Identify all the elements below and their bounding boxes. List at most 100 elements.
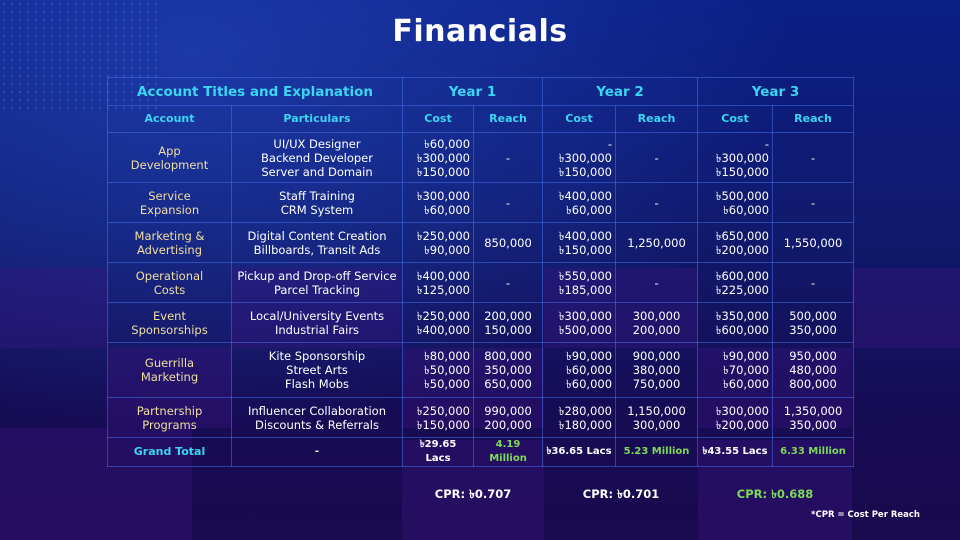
y1-cost-cell: ৳400,000 ৳125,000: [402, 262, 475, 303]
y3-cost-cell: ৳500,000 ৳60,000: [697, 182, 774, 223]
cell-line-text: ৳250,000: [416, 308, 471, 323]
cell-line-text: 990,000: [484, 403, 532, 418]
cell-line-text: ৳150,000: [416, 164, 471, 179]
cpr-year-1: CPR: ৳0.707: [434, 487, 512, 501]
y3-reach-cell: -: [772, 182, 855, 223]
cell-line-text: Event: [153, 308, 186, 323]
cell-line-text: ৳50,000: [424, 377, 471, 391]
cell-line-text: ৳280,000: [558, 403, 613, 418]
cell-line-text: ৳185,000: [558, 282, 613, 297]
grand-total-row: Grand Total - ৳29.65 Lacs 4.19 Million ৳…: [107, 437, 855, 467]
cell-line-text: Kite Sponsorship: [268, 349, 366, 363]
cell-line-text: -: [810, 195, 816, 210]
header-year-1: Year 1: [402, 77, 544, 106]
y3-reach-cell: 1,350,000 350,000: [772, 397, 855, 438]
cell-line-text: ৳60,000: [566, 377, 613, 391]
cell-line-text: 800,000: [484, 349, 532, 363]
particulars-cell: Local/University Events Industrial Fairs: [230, 302, 404, 343]
grand-total-y2-cost: ৳36.65 Lacs: [542, 437, 617, 467]
y1-reach-cell: -: [473, 182, 544, 223]
y2-cost-cell: ৳90,000 ৳60,000 ৳60,000: [542, 342, 617, 398]
cell-line-text: Influencer Collaboration: [248, 403, 386, 418]
cell-line-text: ৳80,000: [424, 349, 471, 363]
y1-cost-cell: ৳250,000 ৳150,000: [402, 397, 475, 438]
cell-line-text: 200,000: [484, 308, 532, 323]
cell-line-text: ৳650,000: [715, 228, 770, 243]
y2-cost-cell: ৳280,000 ৳180,000: [542, 397, 617, 438]
cell-line-text: ৳90,000: [566, 349, 613, 363]
cell-line-text: ৳200,000: [715, 242, 770, 257]
col-account-header: Account: [107, 105, 232, 133]
y3-cost-cell: ৳600,000 ৳225,000: [697, 262, 774, 303]
particulars-cell: Kite Sponsorship Street Arts Flash Mobs: [230, 342, 404, 398]
cell-line-text: ৳60,000: [424, 202, 471, 217]
grand-total-label: Grand Total: [107, 437, 232, 467]
cell-line-text: Guerrilla: [144, 356, 195, 370]
grand-total-y3-cost: ৳43.55 Lacs: [697, 437, 774, 467]
cell-line-text: ৳400,000: [558, 228, 613, 243]
cell-line-text: -: [810, 150, 816, 165]
cell-line-text: UI/UX Designer: [273, 136, 361, 151]
y1-cost-cell: ৳250,000 ৳90,000: [402, 222, 475, 263]
cell-line-text: ৳150,000: [558, 242, 613, 257]
cell-line-text: 150,000: [484, 322, 532, 337]
cell-line-text: 800,000: [789, 377, 837, 391]
cell-line-text: Backend Developer: [261, 150, 373, 165]
cell-line-text: 850,000: [484, 235, 532, 250]
cell-line-text: Server and Domain: [261, 164, 373, 179]
cell-line-text: ৳300,000: [416, 150, 471, 165]
y2-reach-cell: 1,250,000: [615, 222, 699, 263]
y3-reach-cell: 500,000 350,000: [772, 302, 855, 343]
particulars-cell: Staff Training CRM System: [230, 182, 404, 223]
account-cell: Partnership Programs: [107, 397, 232, 438]
grand-total-y1-cost: ৳29.65 Lacs: [402, 437, 475, 467]
account-cell: Event Sponsorships: [107, 302, 232, 343]
cell-line-text: -: [810, 275, 816, 290]
cell-line-text: ৳60,000: [723, 202, 770, 217]
table-row: Operational Costs Pickup and Drop-off Serv…: [107, 262, 855, 303]
cell-line-text: -: [607, 136, 613, 151]
col-y3-reach-header: Reach: [772, 105, 855, 133]
cell-line-text: ৳150,000: [715, 164, 770, 179]
page-title: Financials: [392, 14, 568, 49]
cell-line-text: Service: [148, 188, 191, 203]
cell-line-text: Local/University Events: [249, 308, 385, 323]
cell-line-text: Programs: [142, 417, 197, 432]
cell-line-text: 480,000: [789, 363, 837, 377]
cell-line-text: 200,000: [484, 417, 532, 432]
cell-line-text: -: [505, 195, 511, 210]
table-row: Service Expansion Staff Training CRM System…: [107, 182, 855, 223]
table-row: Event Sponsorships Local/University Events…: [107, 302, 855, 343]
cell-line-text: ৳60,000: [566, 363, 613, 377]
cell-line-text: ৳300,000: [715, 403, 770, 418]
cell-line-text: ৳150,000: [416, 417, 471, 432]
cpr-year-2: CPR: ৳0.701: [582, 487, 660, 501]
cell-line-text: -: [654, 275, 659, 290]
cell-line-text: ৳150,000: [558, 164, 613, 179]
cell-line-text: 300,000: [632, 308, 681, 323]
cell-line-text: Costs: [153, 282, 186, 297]
cell-line-text: -: [505, 275, 511, 290]
y2-reach-cell: -: [615, 262, 699, 303]
cell-line-text: ৳60,000: [566, 202, 613, 217]
particulars-cell: UI/UX Designer Backend Developer Server an…: [230, 132, 404, 183]
grand-total-y3-reach: 6.33 Million: [772, 437, 855, 467]
col-particulars-header: Particulars: [230, 105, 404, 133]
cell-line-text: Flash Mobs: [284, 377, 350, 391]
table-header-row: Account Titles and Explanation Year 1 Ye…: [106, 77, 855, 106]
cell-line-text: ৳60,000: [723, 377, 770, 391]
y3-reach-cell: 950,000 480,000 800,000: [772, 342, 855, 398]
cell-line-text: 500,000: [789, 308, 837, 323]
y3-reach-cell: -: [772, 132, 855, 183]
cell-line-text: Parcel Tracking: [273, 282, 361, 297]
cell-line-text: Marketing: [140, 370, 199, 384]
cell-line-text: ৳60,000: [424, 136, 471, 151]
cell-line-text: 380,000: [632, 363, 681, 377]
cell-line-text: ৳300,000: [416, 188, 471, 203]
cell-line-text: Billboards, Transit Ads: [253, 242, 381, 257]
table-row: Marketing & Advertising Digital Content Cr…: [107, 222, 855, 263]
cell-line-text: ৳225,000: [715, 282, 770, 297]
cell-line-text: 350,000: [484, 363, 532, 377]
cell-line-text: ৳250,000: [416, 403, 471, 418]
cell-line-text: ৳300,000: [558, 308, 613, 323]
